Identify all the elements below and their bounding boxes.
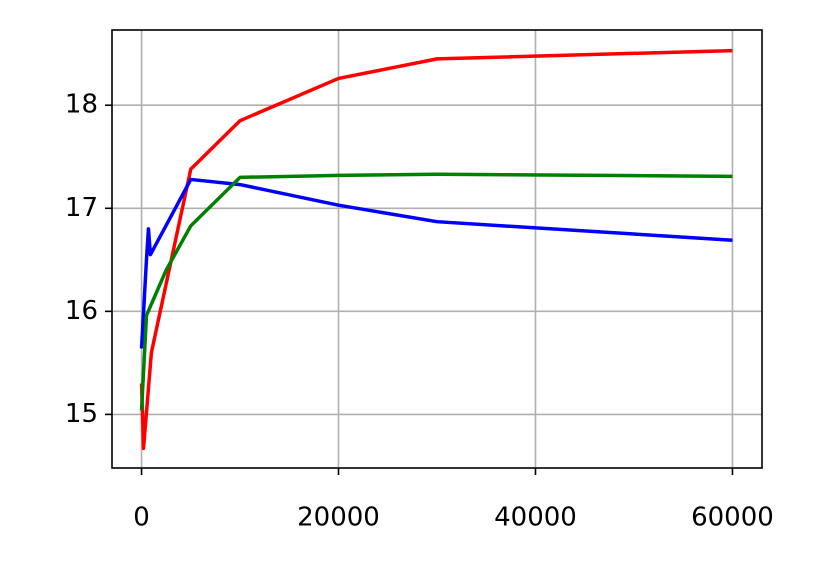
y-tick-label: 17 [65,193,98,223]
grid [112,30,762,468]
x-tick-label: 20000 [297,503,380,533]
line [139,48,733,451]
y-tick-label: 15 [65,399,98,429]
x-tick-label: 60000 [691,503,774,533]
plot-frame [111,29,763,469]
y-tick-label: 16 [65,296,98,326]
lines [139,48,733,451]
line [139,177,733,349]
line [139,172,733,411]
x-tick-label: 0 [133,503,150,533]
x-tick-label: 40000 [494,503,577,533]
y-tick-label: 18 [65,90,98,120]
